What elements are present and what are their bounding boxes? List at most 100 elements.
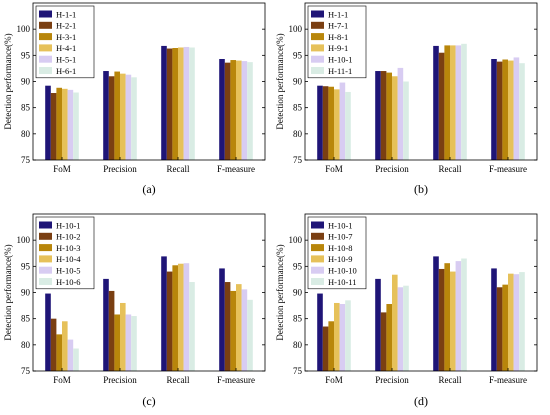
legend-box [35,216,95,290]
bar [380,71,387,160]
bar [108,76,115,160]
legend-entry: H-10-10 [328,266,357,276]
legend-entry: H-1-1 [328,9,348,19]
legend-entry: H-10-5 [56,266,81,276]
bar [491,58,497,160]
bar [178,47,184,160]
panel-2: 75 80 85 90 95 100 FoM Precision Recall F-measure… [275,2,538,196]
x-tick-label: F-measure [217,375,255,385]
y-tick-label: 90 [293,77,303,87]
bar [519,272,525,371]
bar [455,45,462,160]
legend-swatch [39,44,52,52]
x-tick-label: Precision [103,164,137,174]
legend-entry: H-10-11 [328,277,356,287]
y-tick-label: 100 [289,235,303,245]
y-tick-label: 95 [293,50,303,60]
panel-4: 75 80 85 90 95 100 FoM Precision Recall F-measure… [275,213,538,408]
bar [172,48,178,160]
x-tick-label: F-measure [489,164,527,174]
x-tick-label: Recall [167,164,190,174]
bar [502,284,508,371]
x-tick-label: Recall [439,375,462,385]
bar [189,282,195,371]
x-tick-label: F-measure [217,164,255,174]
bar [219,58,225,160]
legend-entry: H-7-1 [328,21,348,31]
legend-box [35,5,95,79]
bar [322,326,329,371]
bar [375,278,381,371]
x-tick-label: Recall [167,375,190,385]
bar [45,293,51,371]
y-tick-label: 85 [293,103,303,113]
y-tick-label: 80 [293,340,303,350]
bar [172,265,178,371]
bar [339,82,346,160]
legend: H-1-1 H-2-1H-3-1H-4-1 H-5-1H-6-1 [35,5,95,79]
bar [178,263,184,371]
bar [345,300,351,371]
bar [339,304,346,371]
bar [345,91,351,160]
legend-swatch [39,255,52,263]
y-tick-label: 80 [21,129,31,139]
bar [67,89,74,160]
bar [438,268,445,371]
bar [317,293,323,371]
bar [392,76,398,160]
bar [114,314,120,371]
legend-swatch [311,55,324,63]
bar [328,86,334,160]
bar [491,268,497,371]
bar [73,92,79,160]
legend-box [307,5,367,79]
panel-label: (c) [142,394,155,408]
legend-swatch [39,232,52,240]
bar [392,274,398,371]
legend-entry: H-10-9 [328,254,353,264]
bar [108,290,115,371]
legend-swatch [311,255,324,263]
legend-swatch [311,278,324,285]
bar [224,282,231,371]
bar [455,261,462,371]
bar [380,312,387,371]
bar [247,299,253,371]
bar [50,318,57,371]
bar [397,287,404,371]
bar [73,348,79,371]
legend-box [307,216,367,290]
bar [461,258,467,371]
bar [125,74,132,160]
y-tick-label: 75 [293,155,303,165]
legend-swatch [39,21,52,29]
y-tick-label: 85 [21,103,31,113]
bar [386,304,392,371]
legend-swatch [39,33,52,41]
legend-entry: H-2-1 [56,21,76,31]
bar [103,278,109,371]
y-tick-label: 95 [21,261,31,271]
bar [120,73,126,160]
y-axis-label: Detection performance(%) [3,244,13,340]
y-tick-label: 100 [17,235,31,245]
bar [461,43,467,160]
legend-swatch [311,244,324,252]
legend-entry: H-10-2 [56,232,81,242]
legend-entry: H-4-1 [56,43,76,53]
bar [403,81,409,160]
y-tick-label: 95 [293,261,303,271]
bar [230,290,236,371]
legend-swatch [39,10,52,18]
bar [50,93,57,160]
y-tick-label: 90 [21,77,31,87]
legend-swatch [311,10,324,18]
bar [334,89,340,160]
bar [166,271,173,371]
bar [236,284,242,371]
y-tick-label: 80 [293,129,303,139]
bar [450,45,456,160]
bar [519,63,525,160]
